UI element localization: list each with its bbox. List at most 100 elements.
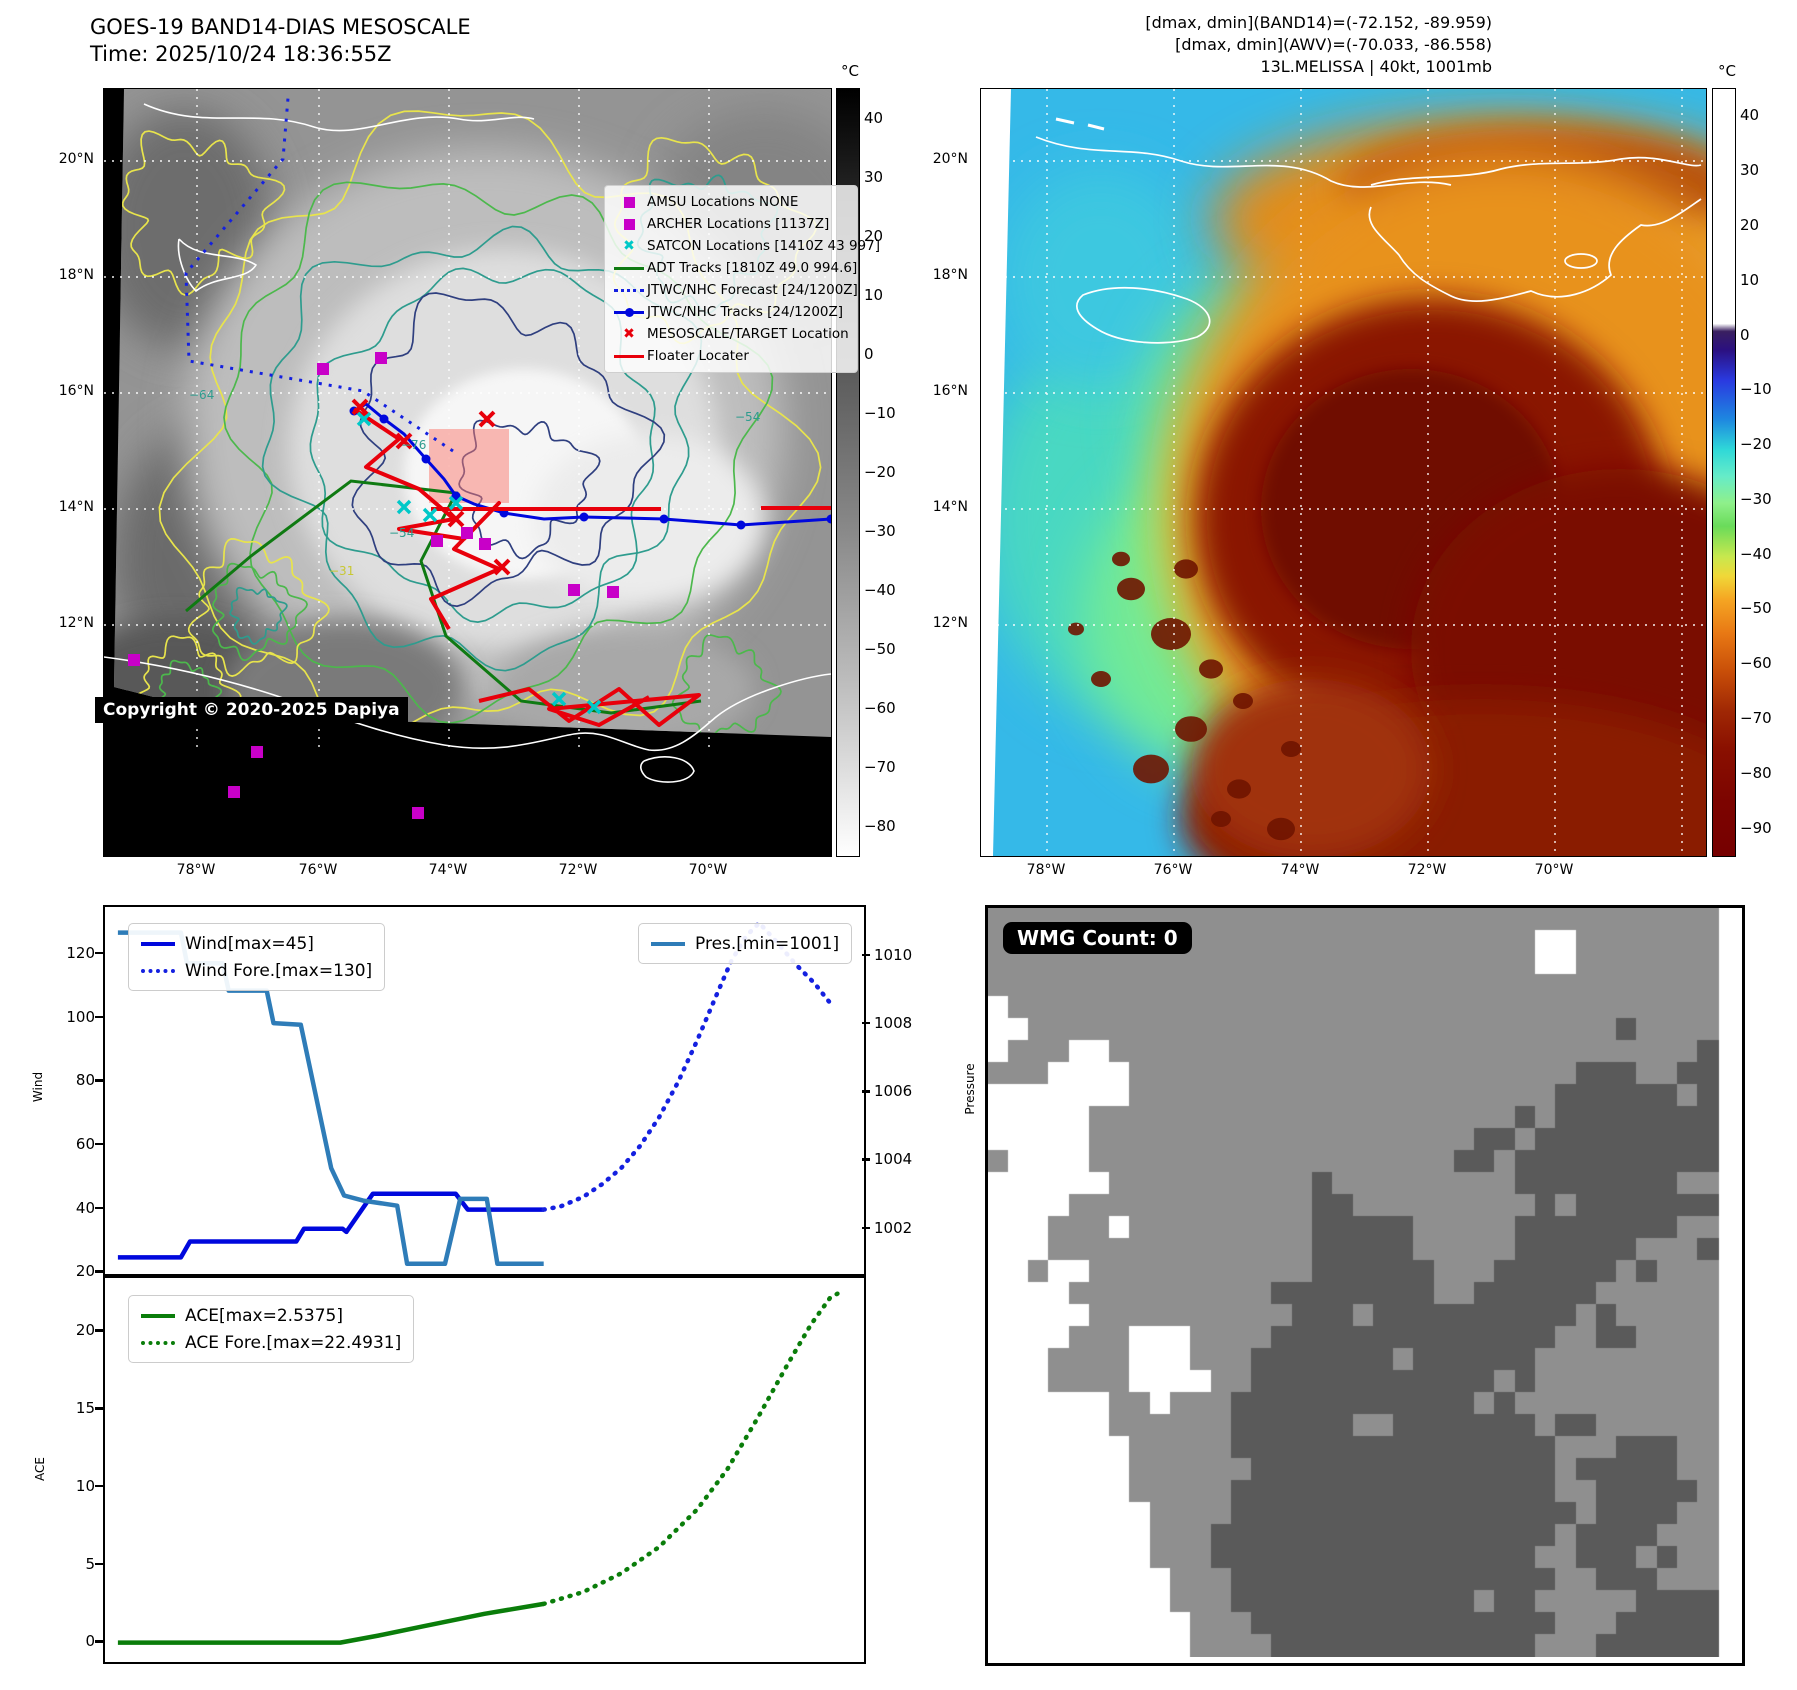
colorbar-tick-label: −10 <box>1740 380 1772 399</box>
map-legend-item: Floater Locater <box>611 345 851 367</box>
map-legend-item: JTWC/NHC Forecast [24/1200Z] <box>611 279 858 301</box>
amsu-archer-marker <box>461 527 473 539</box>
cold-cloud-speckle <box>1091 671 1111 687</box>
colorbar-tick-label: −20 <box>1740 435 1772 454</box>
amsu-archer-marker <box>431 535 443 547</box>
x-marker <box>493 558 511 576</box>
chart-legend-label: Pres.[min=1001] <box>695 933 840 954</box>
ir-color-satellite-map <box>980 88 1797 939</box>
series-dotted <box>541 1291 840 1607</box>
cold-cloud-speckle <box>1112 551 1130 567</box>
map-legend-label: AMSU Locations NONE <box>647 194 799 210</box>
wmg-panel <box>985 905 1745 1666</box>
jtwc-forecast-track <box>184 97 454 453</box>
map-legend: AMSU Locations NONE ARCHER Locations [113… <box>604 185 880 373</box>
colorbar-tick-label: 40 <box>1740 106 1760 125</box>
colorbar-tick-label: 20 <box>864 226 884 245</box>
x-cyan-icon: ✖ <box>623 238 635 254</box>
amsu-archer-marker <box>607 586 619 598</box>
ytick-mark <box>862 1021 870 1025</box>
ytick-right: 1010 <box>874 945 913 964</box>
diagnosis-chart-title: Wind / Pres. / ACE Diagnosis <box>334 752 631 776</box>
x-marker <box>447 510 465 528</box>
lon-tick-label: 78°W <box>176 862 216 878</box>
ytick-mark <box>95 1270 103 1273</box>
x-marker <box>478 410 496 428</box>
ytick-mark <box>95 1079 103 1082</box>
solid-line-sample-icon <box>651 941 685 946</box>
colorbar-tick-label: 10 <box>1740 270 1760 289</box>
ytick-left: 15 <box>75 1399 95 1418</box>
x-marker <box>448 495 464 511</box>
chart-legend-label: Wind[max=45] <box>185 933 314 954</box>
colorbar-tick-label: −60 <box>1740 654 1772 673</box>
map-legend-label: MESOSCALE/TARGET Location <box>647 326 849 342</box>
colorbar-tick-label: −70 <box>1740 709 1772 728</box>
cold-cloud-speckle <box>1151 618 1191 650</box>
cold-cloud-speckle <box>1281 741 1301 757</box>
amsu-archer-marker <box>479 538 491 550</box>
dotted-blue-icon <box>611 288 647 292</box>
dotted-line-sample-icon <box>141 968 175 973</box>
colorbar-tick-label: −10 <box>864 403 896 422</box>
ace-axis-label: ACE <box>33 1457 47 1481</box>
wind-axis-label: Wind <box>31 1071 45 1103</box>
chart-legend-item: Wind Fore.[max=130] <box>141 957 372 984</box>
lon-tick-label: 72°W <box>1407 862 1447 878</box>
map-legend-item: ADT Tracks [1810Z 49.0 994.6] <box>611 257 857 279</box>
solid-line-sample-icon <box>141 941 175 946</box>
contour-label: −64 <box>189 388 215 402</box>
lat-tick-label: 18°N <box>58 267 94 283</box>
lat-tick-label: 14°N <box>58 499 94 515</box>
line-red-icon <box>611 354 647 358</box>
map-legend-item: JTWC/NHC Tracks [24/1200Z] <box>611 301 851 323</box>
x-marker <box>586 699 602 715</box>
contour-line <box>671 634 782 737</box>
goes-title-line2: Time: 2025/10/24 18:36:55Z <box>90 42 392 66</box>
ytick-mark <box>95 1206 103 1210</box>
ytick-mark <box>862 1226 870 1230</box>
goes-panel-title: GOES-19 BAND14-DIAS MESOSCALE Time: 2025… <box>90 14 471 68</box>
ytick-left: 0 <box>85 1632 95 1651</box>
lat-tick-label: 12°N <box>58 615 94 631</box>
x-marker <box>351 398 369 416</box>
amsu-archer-marker <box>568 584 580 596</box>
map-legend-label: Floater Locater <box>647 348 749 364</box>
cold-cloud-speckle <box>1227 779 1251 799</box>
colorbar-tick-label: 0 <box>1740 325 1750 344</box>
ytick-right: 1004 <box>874 1150 913 1169</box>
ir-map-art <box>981 89 1797 939</box>
x-marker <box>551 691 567 707</box>
ytick-mark <box>95 1015 103 1018</box>
chart-legend-item: Pres.[min=1001] <box>651 930 839 957</box>
lat-tick-label: 16°N <box>58 383 94 399</box>
contour-line <box>261 225 703 672</box>
x-red-icon: ✖ <box>623 326 635 342</box>
contour-label: −54 <box>735 410 761 424</box>
colorbar-tick-label: 10 <box>864 285 884 304</box>
contour-label: −76 <box>401 438 427 452</box>
jtwc-track-point <box>421 454 431 464</box>
x-marker <box>422 507 438 523</box>
lat-tick-label: 16°N <box>932 383 968 399</box>
map-legend-label: JTWC/NHC Tracks [24/1200Z] <box>647 304 844 320</box>
contour-label: −54 <box>389 526 415 540</box>
pressure-axis-label: Pressure <box>963 1063 977 1115</box>
adt-track <box>185 479 702 715</box>
cold-cloud-speckle <box>1211 811 1231 827</box>
map-legend-label: JTWC/NHC Forecast [24/1200Z] <box>647 282 858 298</box>
cold-cloud-speckle <box>1199 659 1223 679</box>
contour-line <box>121 130 286 296</box>
ytick-left: 100 <box>66 1007 95 1026</box>
jtwc-track-point <box>579 512 589 522</box>
series-solid <box>117 1191 544 1260</box>
amsu-archer-marker <box>251 746 263 758</box>
chart-legend-item: Wind[max=45] <box>141 930 372 957</box>
ytick-right: 1008 <box>874 1013 913 1032</box>
colorbar-tick-label: 30 <box>864 167 884 186</box>
colorbar-tick-label: −40 <box>864 580 896 599</box>
ytick-left: 10 <box>75 1476 95 1495</box>
dmax-band14: [dmax, dmin](BAND14)=(-72.152, -89.959) <box>1145 13 1492 32</box>
colorbar-tick-label: −40 <box>1740 544 1772 563</box>
colorbar-tick-label: −80 <box>1740 763 1772 782</box>
